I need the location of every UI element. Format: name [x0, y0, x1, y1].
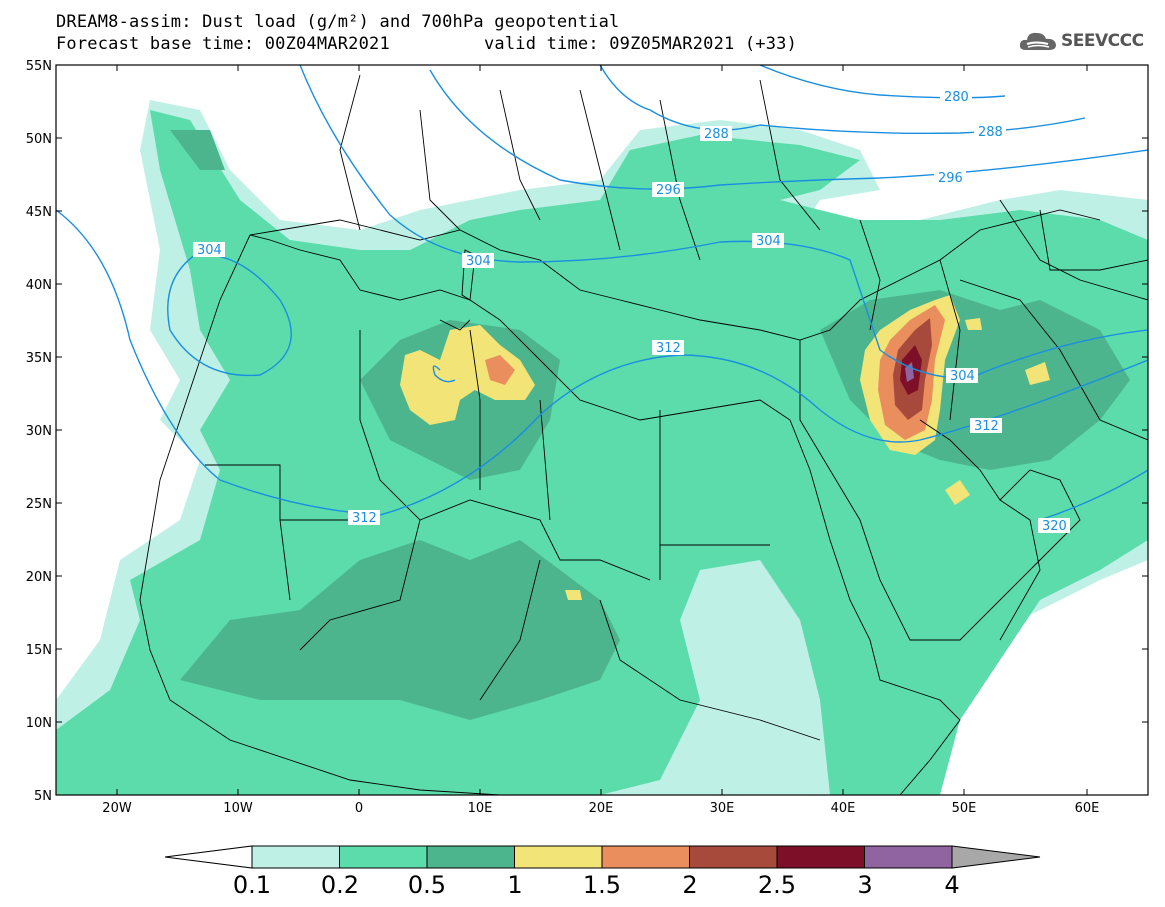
map-subtitle: Forecast base time: 00Z04MAR2021 valid ti…	[56, 34, 797, 54]
colorbar-cell	[776, 845, 865, 869]
colorbar-labels: 0.1 0.2 0.5 1 1.5 2 2.5 3 4	[233, 871, 960, 899]
colorbar: 0.1 0.2 0.5 1 1.5 2 2.5 3 4	[164, 845, 1041, 899]
lon-label: 10E	[468, 801, 493, 816]
colorbar-cell	[514, 845, 603, 869]
lat-label: 35N	[26, 351, 52, 366]
contour-label: 304	[950, 369, 975, 384]
contour-label: 296	[656, 183, 681, 198]
colorbar-label: 0.2	[321, 871, 359, 899]
map-title: DREAM8-assim: Dust load (g/m²) and 700hP…	[56, 12, 620, 32]
lon-label: 20E	[589, 801, 614, 816]
contour-labels: 280 288 288 296 296 304 304 304 304 312 …	[193, 89, 1070, 534]
dust-shading	[56, 100, 1148, 795]
contour-320	[1039, 469, 1148, 521]
lon-label: 50E	[952, 801, 977, 816]
lon-label: 20W	[102, 801, 132, 816]
lon-label: 0	[355, 801, 363, 816]
lat-label: 45N	[26, 205, 52, 220]
colorbar-cell	[426, 845, 515, 869]
dust-level-1	[1025, 362, 1050, 385]
lon-label: 60E	[1075, 801, 1100, 816]
colorbar-label: 0.1	[233, 871, 271, 899]
colorbar-cell	[339, 845, 428, 869]
logo-text: SEEVCCC	[1061, 31, 1144, 51]
lat-label: 5N	[34, 789, 52, 804]
dust-level-1	[400, 325, 535, 425]
colorbar-high-arrow	[951, 845, 1041, 869]
seevccc-logo: SEEVCCC	[1018, 28, 1144, 54]
arabia-coastline	[799, 340, 1081, 641]
africa-west-coastline	[139, 234, 501, 795]
lat-label: 10N	[26, 716, 52, 731]
contour-label: 280	[944, 90, 969, 105]
forecast-base-time: Forecast base time: 00Z04MAR2021	[56, 34, 390, 54]
colorbar-cell	[601, 845, 690, 869]
dust-level-0.5	[170, 130, 225, 170]
colorbar-label: 2	[682, 871, 697, 899]
africa-inner-borders	[205, 329, 821, 741]
dust-level-3	[905, 362, 914, 382]
cloud-icon	[1019, 32, 1056, 50]
asia-inner-borders	[959, 209, 1148, 641]
contour-304-west	[167, 253, 292, 377]
longitude-axis: 20W 10W 0 10E 20E 30E 40E 50E 60E	[102, 801, 1099, 816]
colorbar-label: 4	[944, 871, 959, 899]
dust-level-0.5	[180, 540, 620, 720]
dust-level-1	[945, 480, 970, 505]
colorbar-low-arrow	[164, 845, 253, 869]
lon-label: 10W	[223, 801, 253, 816]
contour-label: 304	[756, 234, 781, 249]
contour-label: 304	[466, 254, 491, 269]
contour-label: 312	[352, 511, 377, 526]
colorbar-label: 2.5	[758, 871, 796, 899]
colorbar-label: 3	[857, 871, 872, 899]
lat-label: 25N	[26, 497, 52, 512]
dust-level-1	[565, 590, 582, 600]
colorbar-cell	[864, 845, 953, 869]
contour-288	[599, 65, 1086, 135]
dust-level-1.5	[485, 355, 515, 385]
contour-label: 312	[974, 419, 999, 434]
lat-label: 15N	[26, 643, 52, 658]
contour-label: 304	[197, 243, 222, 258]
colorbar-cell	[251, 845, 340, 869]
lat-label: 40N	[26, 278, 52, 293]
contour-label: 288	[704, 127, 729, 142]
lat-ticks	[56, 137, 1148, 723]
lon-label: 40E	[831, 801, 856, 816]
contour-label: 288	[978, 125, 1003, 140]
valid-time: valid time: 09Z05MAR2021 (+33)	[484, 34, 798, 54]
lat-label: 30N	[26, 424, 52, 439]
contour-304-small	[432, 365, 456, 383]
contour-label: 296	[938, 171, 963, 186]
colorbar-cell	[689, 845, 778, 869]
colorbar-label: 1.5	[583, 871, 621, 899]
contour-label: 312	[656, 341, 681, 356]
lat-label: 50N	[26, 132, 52, 147]
country-borders	[139, 74, 1148, 795]
colorbar-label: 0.5	[408, 871, 446, 899]
contour-label: 320	[1042, 519, 1067, 534]
contour-296	[429, 69, 1148, 190]
dust-level-1	[965, 318, 982, 330]
colorbar-label: 1	[507, 871, 522, 899]
lon-label: 30E	[710, 801, 735, 816]
contour-312	[56, 209, 1148, 516]
africa-coastline	[249, 234, 961, 795]
lat-label: 55N	[26, 59, 52, 74]
lat-label: 20N	[26, 570, 52, 585]
lon-ticks	[116, 65, 1088, 795]
contour-280	[759, 65, 1006, 99]
latitude-axis: 55N 50N 45N 40N 35N 30N 25N 20N 15N 10N …	[26, 59, 52, 804]
europe-coastline	[249, 209, 1101, 341]
